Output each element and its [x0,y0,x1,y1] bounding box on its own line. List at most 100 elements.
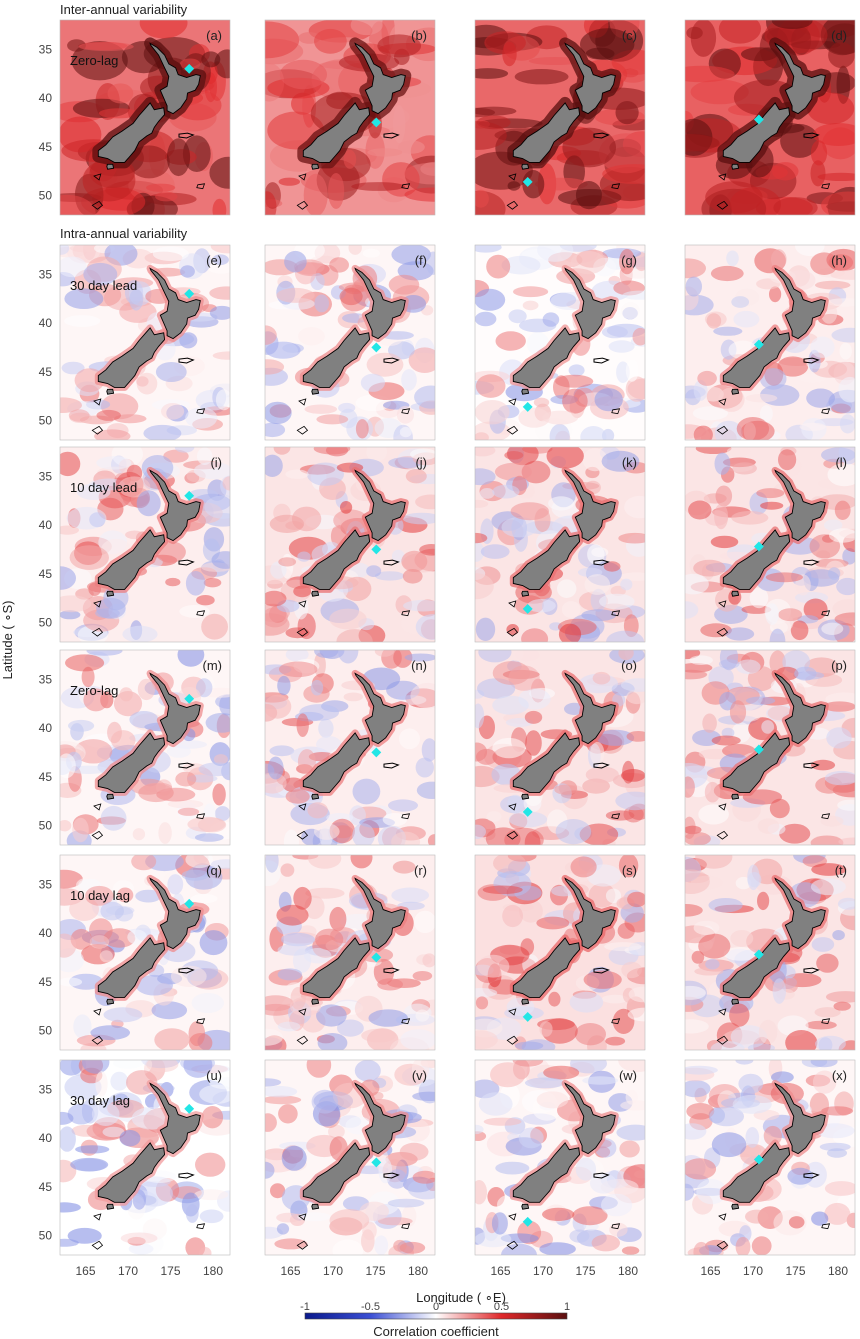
correlation-blob [542,410,579,425]
correlation-blob [73,1014,92,1039]
correlation-blob [524,1077,565,1089]
correlation-blob [512,1060,544,1067]
correlation-blob [318,718,334,738]
correlation-blob [628,986,645,1003]
correlation-blob [329,906,347,932]
correlation-blob [404,653,435,662]
correlation-blob [265,694,292,719]
land-mask [302,529,371,590]
site-marker [371,747,382,758]
chatham-contour [178,1172,195,1179]
correlation-blob [475,468,496,486]
correlation-blob [94,429,131,440]
correlation-blob [177,807,200,816]
correlation-blob [769,286,782,303]
correlation-blob [377,1217,413,1226]
y-tick-label: 35 [39,672,53,686]
land-mask [302,327,371,388]
correlation-blob [475,1030,498,1050]
x-tick-label: 180 [408,1264,428,1278]
correlation-blob [830,269,855,280]
correlation-blob [475,447,496,457]
correlation-blob [377,978,403,991]
correlation-blob [83,262,118,286]
correlation-blob [285,469,309,479]
map-panel: (n) [264,649,436,846]
land-mask [731,1203,740,1210]
correlation-blob [185,855,213,869]
correlation-blob [209,156,230,189]
correlation-blob [521,628,549,642]
correlation-blob [70,1157,109,1172]
island-contour [401,813,411,820]
correlation-blob [188,489,219,500]
correlation-blob [746,696,776,705]
correlation-blob [399,426,412,438]
land-mask [311,590,320,597]
panel-frame [264,446,436,643]
correlation-blob [215,389,230,411]
island-contour [718,1008,727,1016]
island-contour [298,398,307,406]
correlation-blob [733,310,760,328]
x-tick-label: 175 [785,1264,805,1278]
correlation-blob [695,447,732,454]
land-mask [512,1142,581,1203]
correlation-blob [316,1004,347,1027]
land-mask [149,877,201,950]
land-mask [106,793,115,800]
panel-frame [474,244,646,441]
correlation-blob [821,1106,854,1116]
correlation-blob [265,590,287,607]
island-contour [508,803,517,811]
correlation-blob [67,1227,102,1244]
correlation-blob [119,300,157,323]
correlation-blob [91,1102,120,1126]
correlation-blob [821,191,855,215]
panel-label: (b) [411,28,427,43]
correlation-blob [374,1235,389,1255]
correlation-blob [278,177,300,186]
correlation-blob [185,407,218,429]
correlation-blob [572,1206,608,1226]
site-marker [184,898,195,909]
island-contour [718,398,727,406]
correlation-blob [265,995,294,1012]
correlation-blob [60,977,83,987]
land-mask [774,1082,826,1155]
correlation-blob [708,898,743,913]
correlation-blob [805,1020,837,1030]
correlation-blob [838,837,855,845]
correlation-blob [415,614,435,640]
correlation-blob [161,403,185,420]
correlation-blob [580,426,607,440]
land-mask [731,998,740,1005]
chatham-contour [383,132,400,139]
correlation-blob [735,1236,751,1255]
island-contour [93,173,102,181]
island-contour [506,627,519,637]
correlation-blob [403,599,435,612]
correlation-blob [794,666,817,681]
land-mask [354,672,406,745]
correlation-blob [777,356,809,377]
correlation-blob [475,121,507,150]
correlation-blob [528,57,582,65]
x-tick-labels: 165 170 175 180 165 170 175 180 165 170 175 180 165 1… [75,1264,848,1278]
y-tick-label: 35 [39,469,53,483]
correlation-blob [580,28,635,61]
correlation-blob [195,1152,226,1177]
island-contour [716,627,729,637]
site-marker [522,176,533,187]
correlation-blob [265,1095,302,1105]
correlation-blob [177,650,205,667]
correlation-blob [277,1021,301,1032]
correlation-blob [427,834,435,845]
correlation-blob [180,265,195,278]
x-tick-label: 170 [323,1264,343,1278]
correlation-blob [276,904,309,926]
land-mask [311,1203,320,1210]
land-mask [106,998,115,1005]
correlation-blob [377,34,422,58]
